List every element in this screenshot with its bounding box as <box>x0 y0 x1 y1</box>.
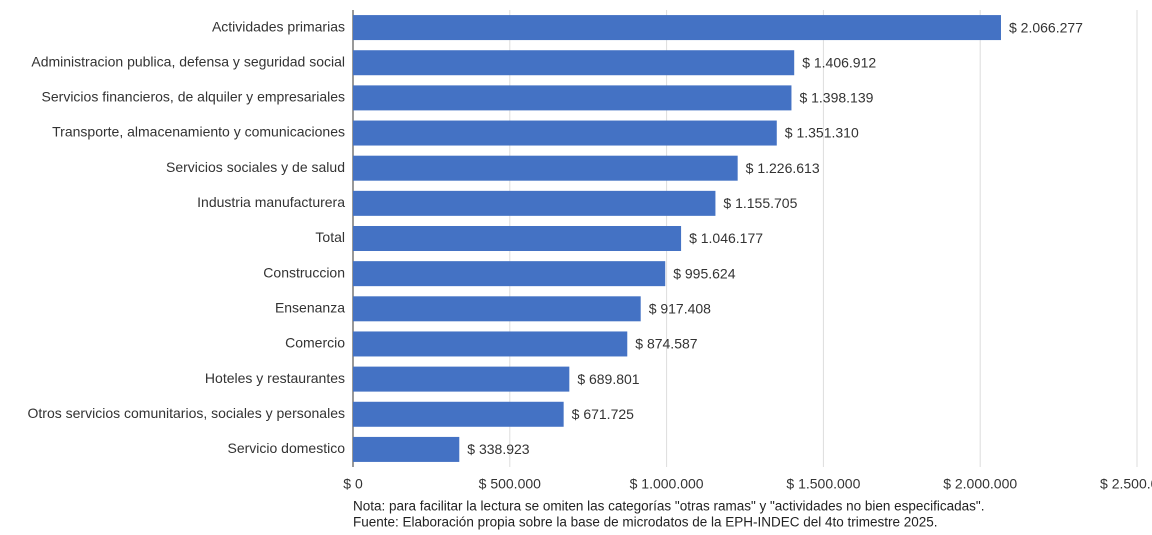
bar <box>353 296 641 322</box>
source: Fuente: Elaboración propia sobre la base… <box>353 515 938 530</box>
value-label: $ 995.624 <box>673 265 735 281</box>
note: Nota: para facilitar la lectura se omite… <box>353 499 984 514</box>
y-tick-label: Administracion publica, defensa y seguri… <box>31 53 345 69</box>
value-label: $ 1.351.310 <box>785 125 859 141</box>
bar <box>353 331 628 357</box>
x-tick-label: $ 0 <box>343 476 363 492</box>
y-tick-label: Comercio <box>285 335 345 351</box>
bar <box>353 401 564 427</box>
bar <box>353 366 570 392</box>
value-label: $ 1.226.613 <box>746 160 820 176</box>
bar <box>353 50 795 76</box>
x-tick-label: $ 1.000.000 <box>630 476 704 492</box>
x-tick-label: $ 1.500.000 <box>786 476 860 492</box>
bar <box>353 155 738 181</box>
x-tick-label: $ 2.500.000 <box>1100 476 1152 492</box>
y-tick-label: Servicios financieros, de alquiler y emp… <box>42 89 345 105</box>
bar <box>353 190 716 216</box>
value-label: $ 1.398.139 <box>799 90 873 106</box>
y-tick-label: Servicios sociales y de salud <box>166 159 345 175</box>
y-tick-label: Actividades primarias <box>212 18 345 34</box>
x-tick-label: $ 2.000.000 <box>943 476 1017 492</box>
y-tick-label: Industria manufacturera <box>197 194 345 210</box>
y-tick-label: Otros servicios comunitarios, sociales y… <box>28 405 345 421</box>
x-tick-label: $ 500.000 <box>479 476 541 492</box>
value-label: $ 1.046.177 <box>689 230 763 246</box>
value-label: $ 671.725 <box>572 406 634 422</box>
y-tick-label: Total <box>315 229 345 245</box>
bar <box>353 120 777 146</box>
value-label: $ 338.923 <box>467 441 529 457</box>
y-tick-label: Servicio domestico <box>228 440 346 456</box>
bar <box>353 85 792 111</box>
value-label: $ 874.587 <box>635 336 697 352</box>
bar <box>353 436 460 462</box>
bar <box>353 261 666 287</box>
y-tick-label: Ensenanza <box>275 300 345 316</box>
bar <box>353 226 682 251</box>
value-label: $ 1.155.705 <box>723 195 797 211</box>
value-label: $ 917.408 <box>649 301 711 317</box>
value-label: $ 2.066.277 <box>1009 19 1083 35</box>
bar <box>353 15 1001 41</box>
y-tick-label: Transporte, almacenamiento y comunicacio… <box>52 124 345 140</box>
value-label: $ 689.801 <box>577 371 639 387</box>
y-tick-label: Construccion <box>263 264 345 280</box>
y-tick-label: Hoteles y restaurantes <box>205 370 345 386</box>
value-label: $ 1.406.912 <box>802 54 876 70</box>
